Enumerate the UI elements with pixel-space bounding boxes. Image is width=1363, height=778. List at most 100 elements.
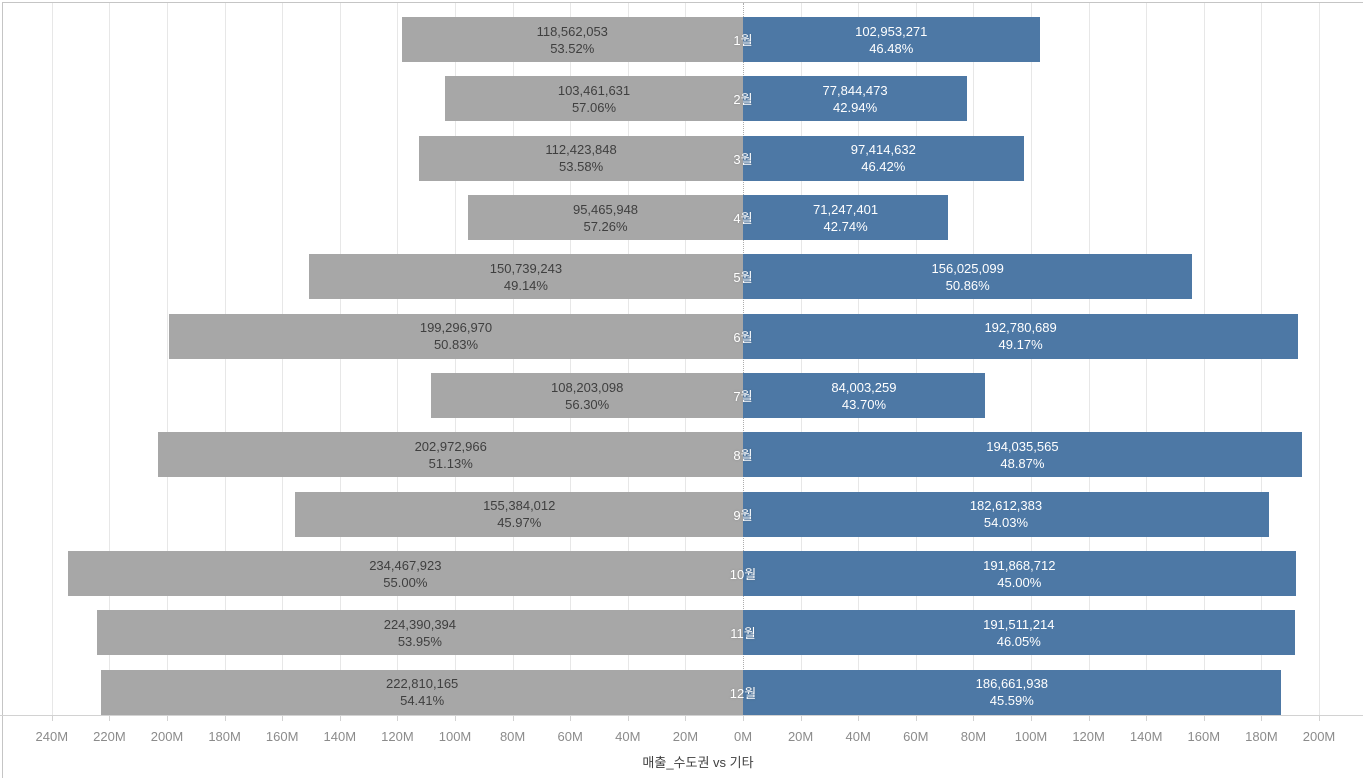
left-bar-pct-label: 57.06% — [571, 99, 617, 115]
right-bar[interactable]: 186,661,938 45.59% — [743, 669, 1281, 715]
gridline — [685, 3, 686, 715]
frame-top-border — [2, 2, 1363, 3]
x-axis-tick-mark — [1204, 716, 1205, 721]
left-bar[interactable]: 199,296,970 50.83% — [169, 313, 743, 359]
month-row: 224,390,394 53.95% 191,511,214 46.05% 11… — [0, 610, 1363, 656]
x-axis-tick-label: 180M — [208, 729, 241, 744]
right-bar-value-label: 194,035,565 — [986, 438, 1059, 454]
right-bar[interactable]: 97,414,632 46.42% — [743, 135, 1024, 181]
right-bar[interactable]: 77,844,473 42.94% — [743, 76, 968, 122]
right-bar-value-label: 186,661,938 — [975, 676, 1048, 692]
left-bar-value-label: 95,465,948 — [572, 201, 639, 217]
x-axis-tick-label: 160M — [1187, 729, 1221, 744]
month-row: 155,384,012 45.97% 182,612,383 54.03% 9월 — [0, 491, 1363, 537]
right-bar-pct-label: 46.05% — [996, 633, 1041, 649]
x-axis-tick-mark — [340, 716, 341, 721]
x-axis-tick-label: 60M — [903, 729, 929, 744]
left-bar-value-label: 222,810,165 — [385, 676, 459, 692]
x-axis-tick-label: 140M — [323, 729, 357, 744]
x-axis-tick-mark — [858, 716, 859, 721]
right-bar[interactable]: 191,511,214 46.05% — [743, 610, 1295, 656]
right-bar-pct-label: 45.00% — [997, 574, 1042, 590]
left-bar-pct-label: 53.58% — [559, 159, 604, 175]
x-axis-tick-label: 60M — [557, 729, 583, 744]
right-bar[interactable]: 194,035,565 48.87% — [743, 432, 1302, 478]
left-bar-pct-label: 56.30% — [565, 396, 610, 412]
gridline — [340, 3, 341, 715]
left-bar[interactable]: 222,810,165 54.41% — [101, 669, 743, 715]
left-bar-value-label: 234,467,923 — [369, 557, 442, 573]
x-axis-tick-mark — [455, 716, 456, 721]
month-row: 108,203,098 56.30% 84,003,259 43.70% 7월 — [0, 373, 1363, 419]
left-bar-pct-label: 57.26% — [583, 218, 628, 234]
gridline — [1146, 3, 1147, 715]
x-axis-tick-mark — [1089, 716, 1090, 721]
right-bar-value-label: 192,780,689 — [984, 320, 1057, 336]
right-bar-value-label: 182,612,383 — [969, 498, 1043, 514]
right-bar-value-label: 97,414,632 — [850, 142, 916, 158]
x-axis-tick-mark — [1261, 716, 1262, 721]
left-bar-pct-label: 50.83% — [433, 337, 479, 353]
x-axis-tick-label: 140M — [1129, 729, 1163, 744]
frame-left-border — [2, 2, 3, 778]
x-axis-tick-mark — [52, 716, 53, 721]
left-bar-value-label: 199,296,970 — [419, 320, 493, 336]
right-bar-pct-label: 49.17% — [998, 337, 1043, 353]
right-bar-pct-label: 42.74% — [823, 218, 868, 234]
left-bar[interactable]: 95,465,948 57.26% — [468, 195, 743, 241]
right-bar[interactable]: 71,247,401 42.74% — [743, 195, 949, 241]
right-bar[interactable]: 192,780,689 49.17% — [743, 313, 1299, 359]
left-bar-value-label: 118,562,053 — [536, 23, 608, 39]
right-bar-value-label: 71,247,401 — [813, 201, 879, 217]
gridline — [858, 3, 859, 715]
right-bar[interactable]: 182,612,383 54.03% — [743, 491, 1269, 537]
x-axis-tick-label: 200M — [1302, 729, 1336, 744]
left-bar-pct-label: 51.13% — [428, 455, 473, 471]
right-bar[interactable]: 156,025,099 50.86% — [743, 254, 1193, 300]
x-axis-tick-label: 100M — [1014, 729, 1048, 744]
left-bar[interactable]: 150,739,243 49.14% — [308, 254, 743, 300]
gridline — [916, 3, 917, 715]
gridline — [455, 3, 456, 715]
left-bar[interactable]: 118,562,053 53.52% — [401, 17, 743, 62]
left-bar[interactable]: 103,461,631 57.06% — [445, 76, 743, 122]
x-axis-line — [0, 715, 1363, 716]
left-bar[interactable]: 155,384,012 45.97% — [295, 491, 743, 537]
month-row: 234,467,923 55.00% 191,868,712 45.00% 10… — [0, 551, 1363, 597]
x-axis-tick-label: 200M — [150, 729, 184, 744]
right-bar-pct-label: 54.03% — [983, 515, 1028, 531]
right-bar-pct-label: 43.70% — [841, 396, 886, 412]
x-axis-tick-mark — [109, 716, 110, 721]
left-bar-value-label: 224,390,394 — [383, 616, 457, 632]
x-axis-tick-label: 240M — [35, 729, 69, 744]
month-row: 112,423,848 53.58% 97,414,632 46.42% 3월 — [0, 135, 1363, 181]
x-axis-tick-label: 100M — [438, 729, 472, 744]
right-bar-value-label: 102,953,271 — [855, 23, 928, 39]
left-bar-pct-label: 53.95% — [397, 633, 442, 649]
left-bar-value-label: 202,972,966 — [414, 438, 487, 454]
month-row: 150,739,243 49.14% 156,025,099 50.86% 5월 — [0, 254, 1363, 300]
left-bar-value-label: 155,384,012 — [483, 498, 556, 514]
left-bar-value-label: 103,461,631 — [557, 82, 631, 98]
left-bar[interactable]: 202,972,966 51.13% — [158, 432, 743, 478]
gridline — [282, 3, 283, 715]
x-axis-tick-mark — [743, 716, 744, 721]
x-axis-tick-mark — [801, 716, 802, 721]
right-bar[interactable]: 191,868,712 45.00% — [743, 551, 1296, 597]
left-bar[interactable]: 108,203,098 56.30% — [431, 373, 743, 419]
x-axis-tick-label: 20M — [672, 729, 699, 744]
left-bar[interactable]: 234,467,923 55.00% — [67, 551, 743, 597]
x-axis-tick-mark — [1031, 716, 1032, 721]
x-axis-tick-label: 80M — [960, 729, 987, 744]
right-bar-pct-label: 46.48% — [869, 40, 914, 56]
right-bar[interactable]: 102,953,271 46.48% — [743, 17, 1040, 62]
right-bar-pct-label: 48.87% — [1000, 455, 1045, 471]
gridline — [570, 3, 571, 715]
x-axis-tick-label: 0M — [733, 729, 753, 744]
right-bar[interactable]: 84,003,259 43.70% — [743, 373, 985, 419]
left-bar[interactable]: 112,423,848 53.58% — [419, 135, 743, 181]
left-bar[interactable]: 224,390,394 53.95% — [96, 610, 743, 656]
zero-axis-line — [743, 3, 744, 715]
gridline — [1261, 3, 1262, 715]
